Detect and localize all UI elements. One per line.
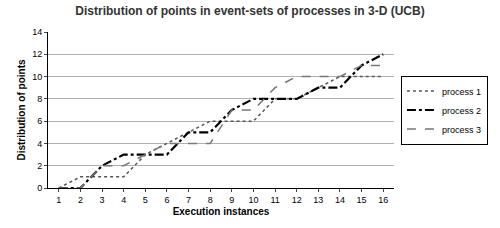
svg-text:6: 6 [37, 116, 42, 126]
svg-text:12: 12 [32, 49, 42, 59]
svg-text:7: 7 [186, 195, 191, 205]
svg-text:0: 0 [37, 183, 42, 193]
svg-text:process 3: process 3 [442, 125, 481, 135]
svg-text:9: 9 [229, 195, 234, 205]
svg-text:6: 6 [164, 195, 169, 205]
svg-text:12: 12 [292, 195, 302, 205]
svg-text:13: 13 [313, 195, 323, 205]
svg-text:10: 10 [32, 72, 42, 82]
svg-text:1: 1 [56, 195, 61, 205]
svg-text:4: 4 [121, 195, 126, 205]
svg-text:5: 5 [143, 195, 148, 205]
svg-text:4: 4 [37, 139, 42, 149]
svg-text:8: 8 [208, 195, 213, 205]
svg-text:2: 2 [37, 161, 42, 171]
svg-text:3: 3 [100, 195, 105, 205]
svg-text:14: 14 [32, 27, 42, 37]
svg-text:16: 16 [378, 195, 388, 205]
svg-text:process 1: process 1 [442, 87, 481, 97]
svg-text:Distribution of points: Distribution of points [16, 59, 27, 161]
svg-text:10: 10 [248, 195, 258, 205]
svg-text:process 2: process 2 [442, 106, 481, 116]
svg-text:8: 8 [37, 94, 42, 104]
svg-text:15: 15 [357, 195, 367, 205]
svg-text:11: 11 [270, 195, 279, 205]
svg-text:2: 2 [78, 195, 83, 205]
svg-text:Execution instances: Execution instances [173, 206, 270, 217]
svg-text:Distribution of points in even: Distribution of points in event-sets of … [75, 4, 424, 18]
svg-text:14: 14 [335, 195, 345, 205]
